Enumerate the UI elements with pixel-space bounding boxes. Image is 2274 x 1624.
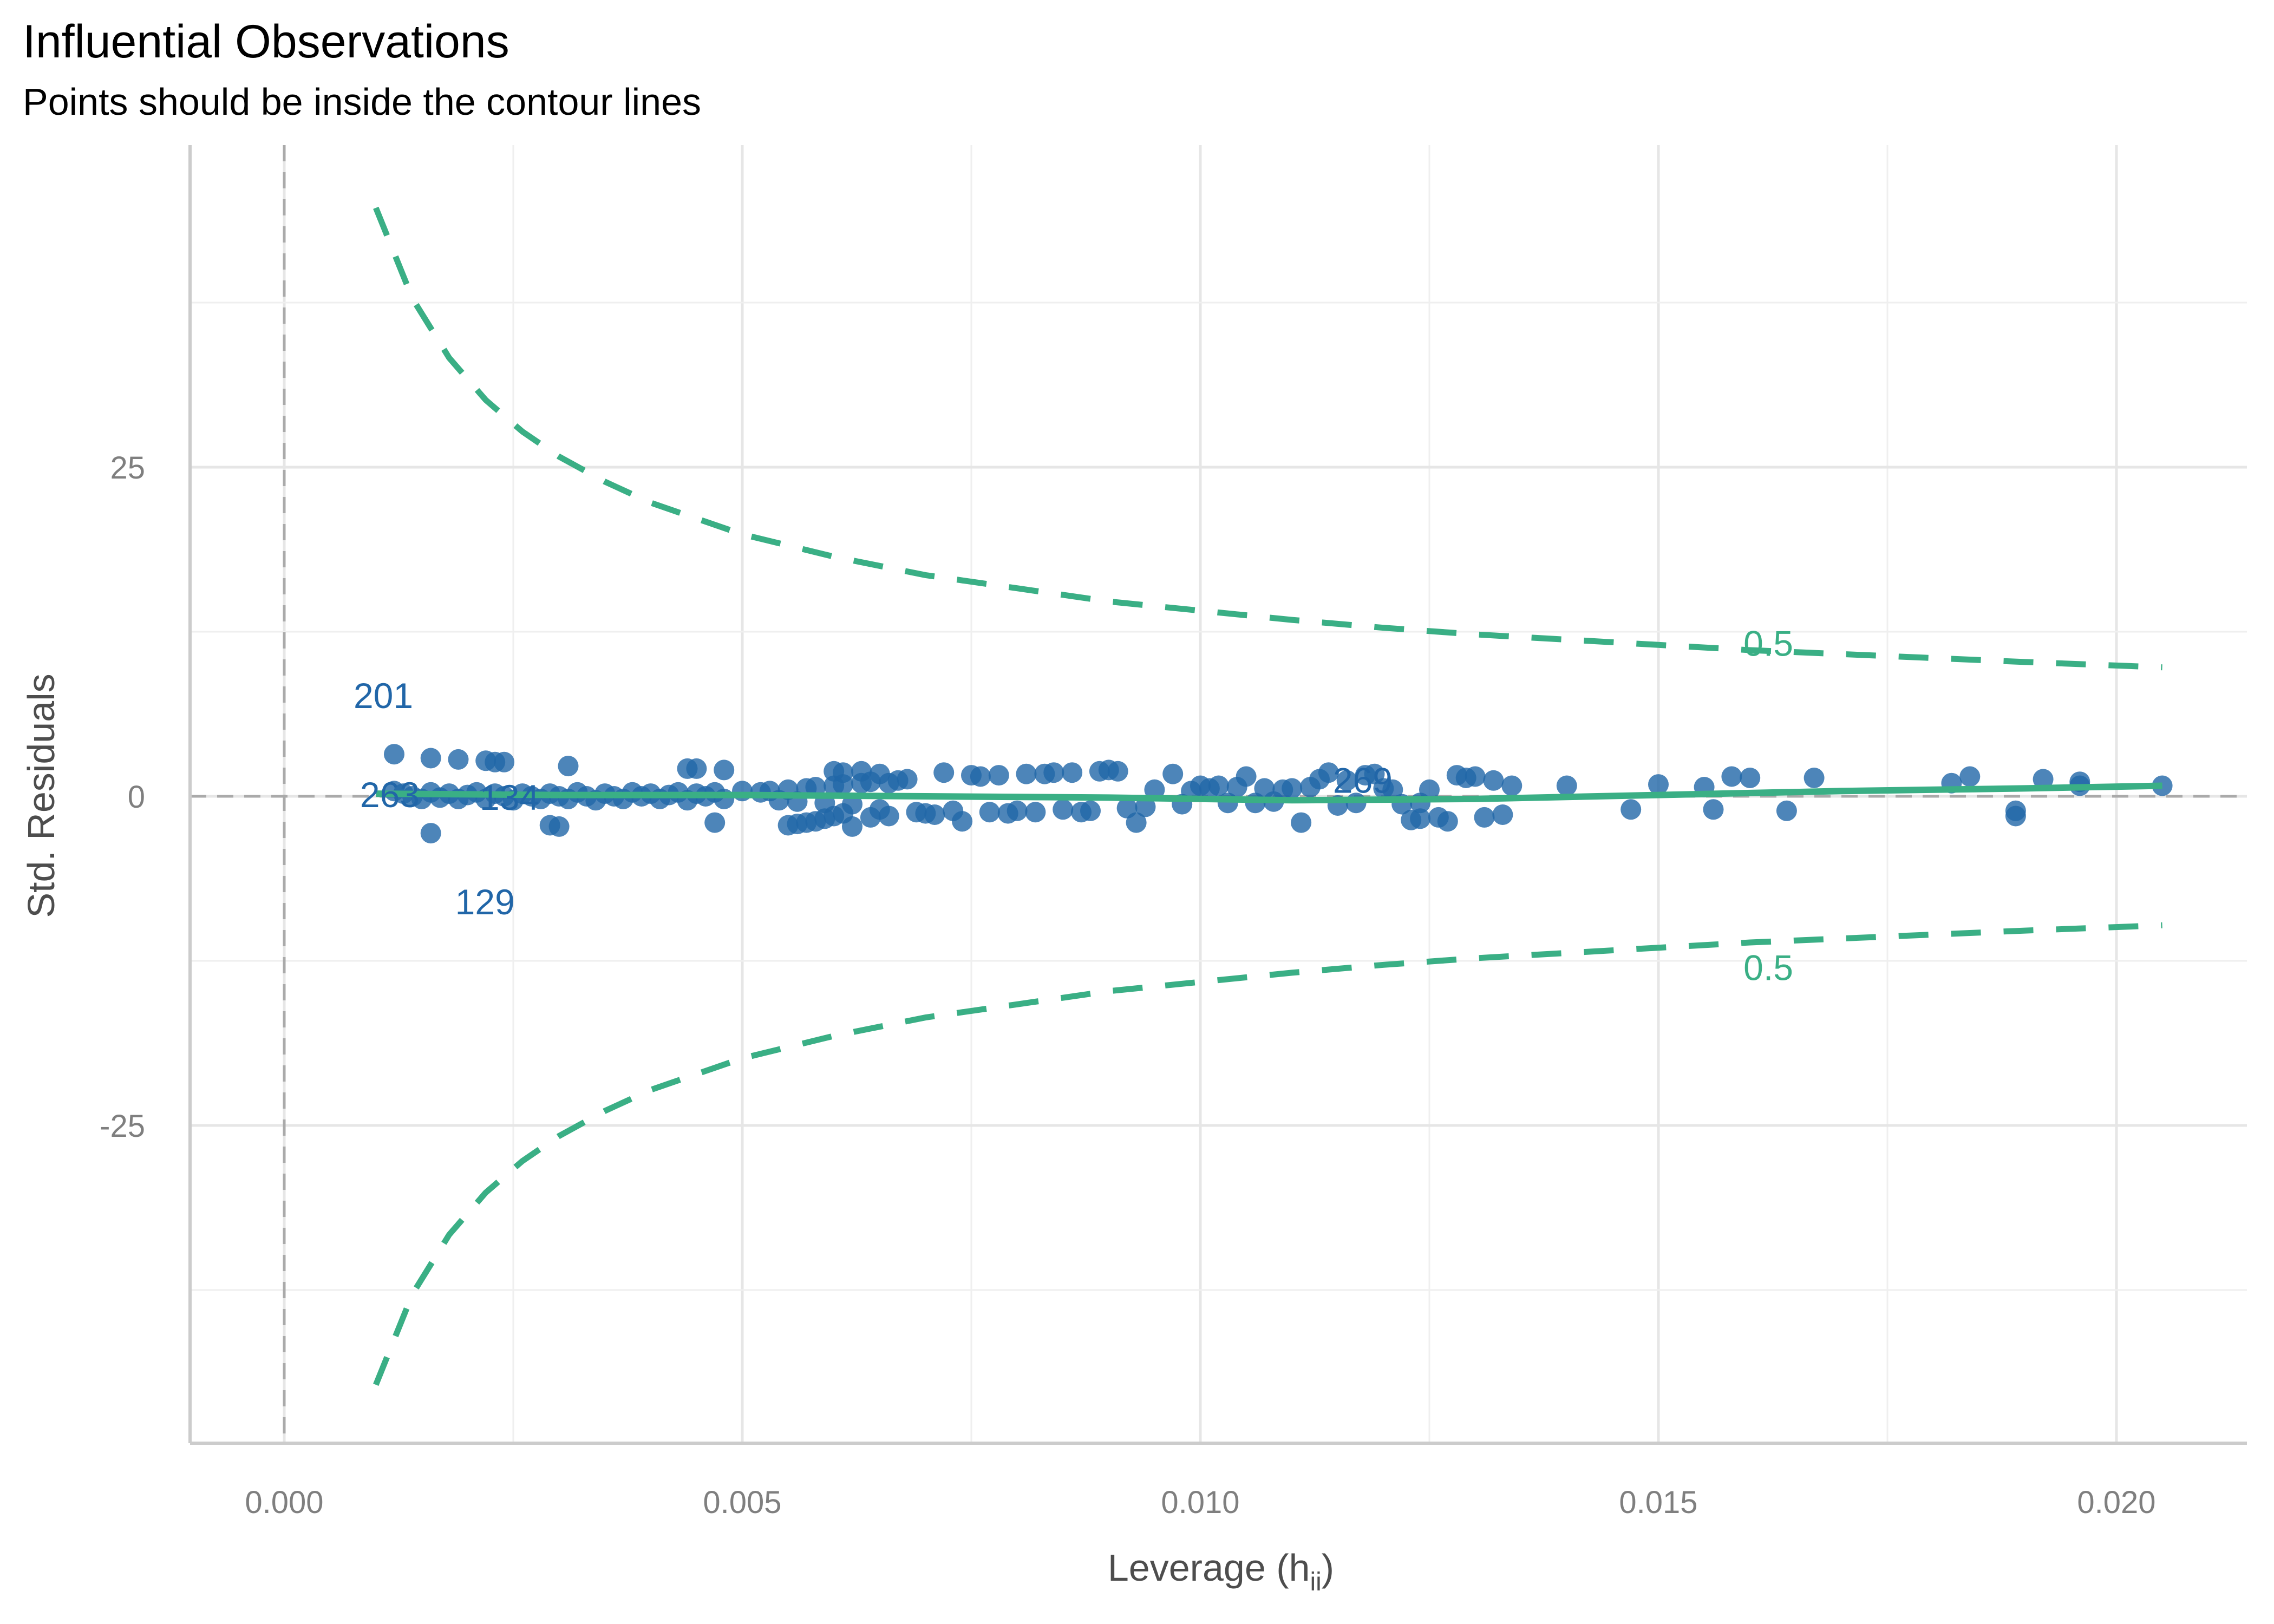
y-axis-title: Std. Residuals <box>20 673 62 918</box>
y-tick-label: 25 <box>110 450 145 486</box>
y-tick-label: -25 <box>100 1109 145 1144</box>
data-point <box>704 812 726 833</box>
x-tick-label: 0.010 <box>1161 1485 1239 1520</box>
point-label: 201 <box>354 676 413 716</box>
data-point <box>1501 775 1522 796</box>
x-tick-label: 0.020 <box>2077 1485 2155 1520</box>
data-point <box>686 758 707 779</box>
data-point <box>1483 770 1504 791</box>
contour-label: 0.5 <box>1743 948 1793 988</box>
data-point <box>869 763 890 784</box>
data-point <box>714 788 735 809</box>
smooth-line <box>376 782 2162 804</box>
point-label: 269 <box>1333 760 1393 800</box>
data-point <box>1025 802 1046 823</box>
data-point <box>1776 800 1797 821</box>
data-point <box>1053 799 1074 820</box>
data-point <box>448 749 469 770</box>
reference-lines <box>190 145 2247 1443</box>
data-point <box>1318 762 1339 783</box>
contour-labels: 0.5 0.5 <box>1743 623 1793 987</box>
data-point <box>1208 775 1229 796</box>
data-point <box>1080 800 1101 821</box>
y-tick-label: 0 <box>128 780 145 815</box>
data-point <box>1062 762 1083 783</box>
data-point <box>1556 775 1577 796</box>
data-point <box>384 744 404 765</box>
cooks-distance-contours <box>373 206 2162 1386</box>
data-point <box>1007 800 1028 821</box>
data-point <box>548 816 570 837</box>
data-point <box>494 751 515 772</box>
data-point <box>1959 766 1981 787</box>
data-point <box>842 816 862 837</box>
data-point <box>833 762 854 783</box>
data-point <box>878 806 899 827</box>
x-tick-label: 0.005 <box>703 1485 781 1520</box>
data-point <box>1144 779 1165 800</box>
data-point <box>2005 800 2026 821</box>
data-point <box>1620 799 1642 820</box>
contour-label: 0.5 <box>1743 623 1793 663</box>
data-point <box>1721 766 1742 787</box>
data-point <box>979 802 1000 823</box>
axes <box>188 145 2247 1445</box>
data-point <box>970 766 991 787</box>
data-point <box>1648 774 1669 795</box>
data-point <box>897 769 918 790</box>
data-point <box>860 807 881 828</box>
data-point <box>1437 811 1458 832</box>
data-point <box>1016 763 1037 784</box>
data-point <box>1162 763 1184 784</box>
point-labels: 201 263 134 129 269 <box>354 676 1393 922</box>
loess-smooth-line <box>376 782 2162 804</box>
data-point <box>1336 770 1357 791</box>
data-point <box>1410 808 1431 829</box>
chart-subtitle: Points should be inside the contour line… <box>23 81 702 123</box>
data-point <box>851 761 872 782</box>
data-point <box>714 759 735 781</box>
data-point <box>1126 812 1147 833</box>
data-point <box>933 762 955 783</box>
data-point <box>1492 804 1513 825</box>
data-point <box>420 748 441 769</box>
data-point <box>1465 766 1486 787</box>
data-point <box>1419 779 1440 800</box>
data-point <box>2033 769 2054 790</box>
data-point <box>1135 796 1156 817</box>
data-point <box>988 765 1009 786</box>
contour-lower <box>373 922 2162 1386</box>
x-axis-title: Leverage (hii) <box>1108 1547 1334 1596</box>
tick-labels: 0.000 0.005 0.010 0.015 0.020 -25 0 25 <box>100 450 2155 1520</box>
data-point <box>1282 778 1303 799</box>
data-point <box>952 811 973 832</box>
data-point <box>1803 768 1825 788</box>
data-point <box>1703 799 1724 820</box>
data-point <box>1236 766 1257 787</box>
data-point <box>924 804 945 825</box>
x-tick-label: 0.000 <box>245 1485 323 1520</box>
contour-upper <box>373 206 2162 671</box>
chart-title: Influential Observations <box>23 16 509 68</box>
point-label: 129 <box>455 882 515 922</box>
data-point <box>1474 807 1495 828</box>
point-label: 263 <box>360 775 420 815</box>
data-point <box>1740 768 1761 788</box>
data-point <box>1291 812 1312 833</box>
data-point <box>420 823 441 844</box>
point-label: 134 <box>480 777 539 817</box>
data-point <box>1043 762 1064 783</box>
data-point <box>558 756 579 777</box>
x-tick-label: 0.015 <box>1619 1485 1697 1520</box>
data-point <box>1107 761 1128 782</box>
